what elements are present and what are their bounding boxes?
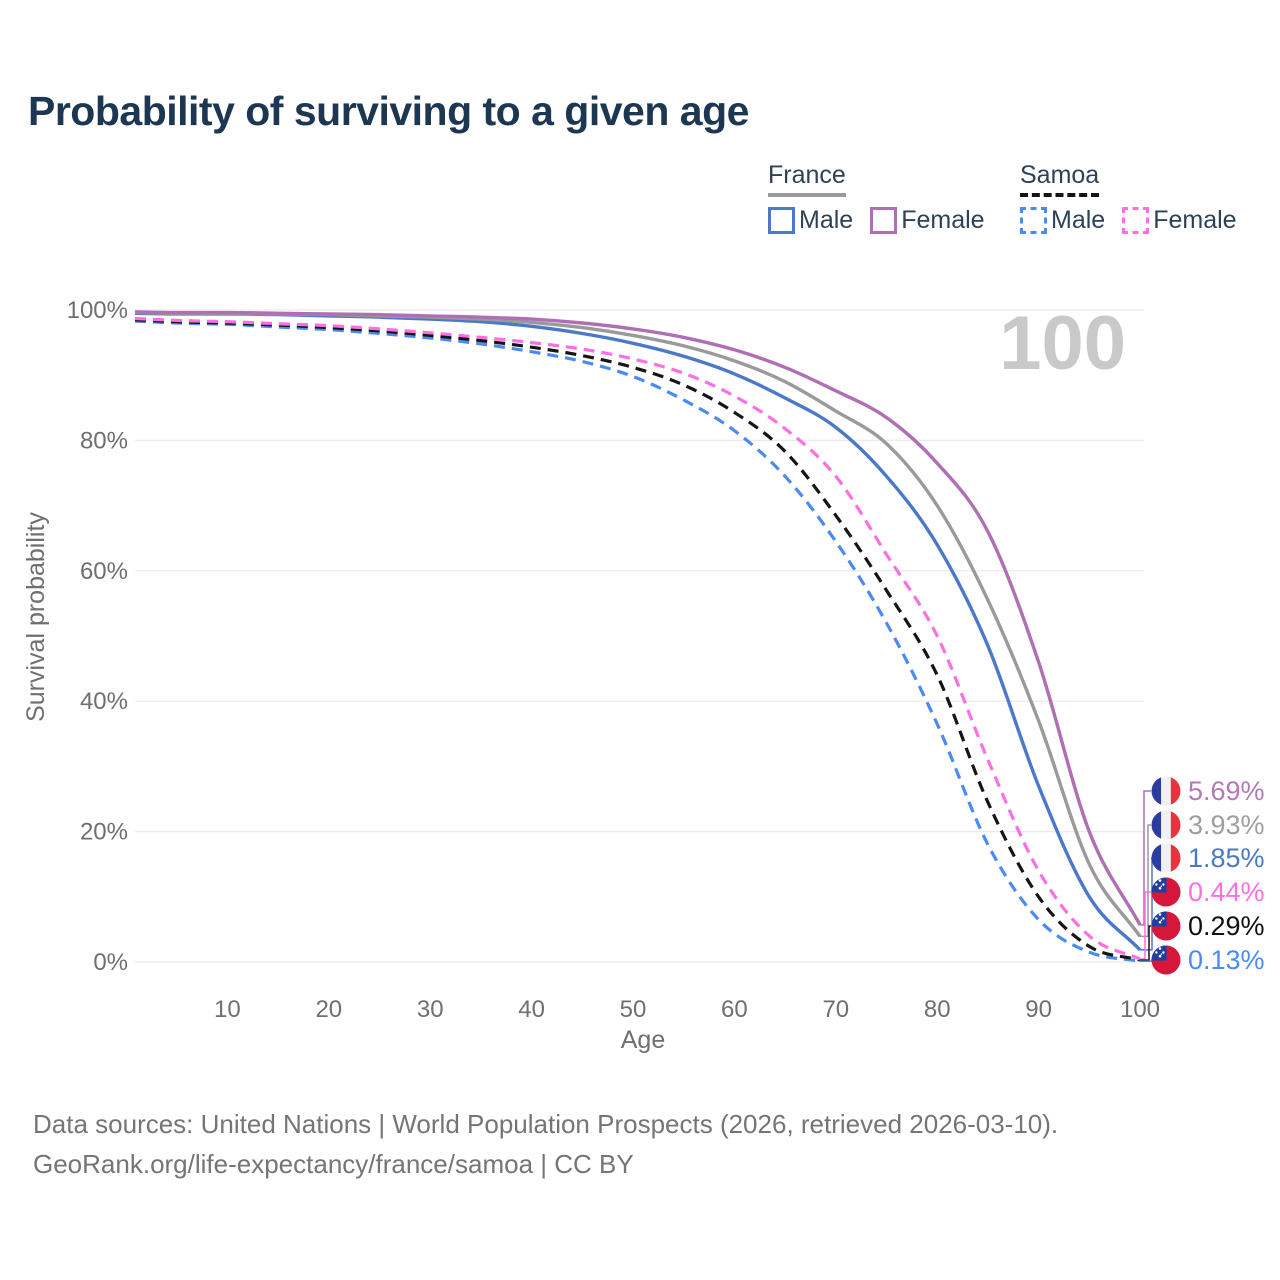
end-value-label-samoa-total: 0.29% bbox=[1188, 911, 1265, 941]
flag-star bbox=[1155, 951, 1158, 954]
flag-stripe-white bbox=[1161, 843, 1171, 873]
samoa-flag-icon bbox=[1151, 911, 1181, 941]
flag-star bbox=[1158, 947, 1162, 950]
series-line-samoa-male[interactable] bbox=[134, 319, 1141, 963]
flag-star bbox=[1155, 917, 1158, 920]
flag-star bbox=[1158, 886, 1162, 890]
flag-star bbox=[1158, 954, 1162, 958]
y-tick-label: 100% bbox=[67, 297, 128, 324]
x-tick-label: 40 bbox=[518, 996, 545, 1023]
end-value-label-france-total: 3.93% bbox=[1188, 810, 1265, 840]
legend-item-label: Female bbox=[1153, 206, 1237, 234]
flag-stripe-blue bbox=[1151, 810, 1162, 840]
y-tick-label: 20% bbox=[80, 819, 128, 846]
legend-item-france-female[interactable]: Female bbox=[870, 206, 985, 235]
series-line-france-total[interactable] bbox=[134, 310, 1142, 938]
x-tick-label: 50 bbox=[620, 996, 647, 1023]
y-tick-label: 80% bbox=[80, 427, 128, 454]
x-tick-label: 30 bbox=[417, 996, 444, 1023]
series-line-france-female[interactable] bbox=[134, 310, 1142, 926]
flag-stripe-white bbox=[1161, 776, 1171, 806]
x-tick-label: 80 bbox=[924, 996, 951, 1023]
x-tick-label: 100 bbox=[1120, 996, 1160, 1023]
y-tick-label: 0% bbox=[93, 949, 128, 976]
flag-star bbox=[1158, 920, 1162, 924]
flag-star bbox=[1162, 917, 1165, 920]
chart-legend: France Male Female Samoa Male Female bbox=[768, 161, 1272, 235]
flag-stripe-white bbox=[1161, 810, 1171, 840]
y-tick-label: 60% bbox=[80, 558, 128, 585]
legend-group-samoa: Samoa Male Female bbox=[1020, 161, 1272, 235]
x-tick-label: 10 bbox=[214, 996, 241, 1023]
series-line-samoa-female[interactable] bbox=[134, 316, 1141, 961]
y-axis-title: Survival probability bbox=[22, 512, 50, 722]
flag-star bbox=[1162, 951, 1165, 954]
axis-max-watermark: 100 bbox=[999, 301, 1126, 386]
flag-star bbox=[1155, 883, 1158, 886]
y-tick-label: 40% bbox=[80, 688, 128, 715]
end-connector-france-total bbox=[1140, 824, 1151, 938]
legend-item-samoa-male[interactable]: Male bbox=[1020, 206, 1105, 235]
x-axis-title: Age bbox=[621, 1026, 665, 1054]
legend-swatch-samoa-male bbox=[1020, 207, 1047, 234]
flag-star bbox=[1158, 913, 1162, 916]
end-value-label-france-male: 1.85% bbox=[1188, 843, 1265, 873]
flag-stripe-red bbox=[1170, 843, 1181, 873]
x-tick-label: 20 bbox=[315, 996, 342, 1023]
flag-stripe-red bbox=[1170, 810, 1181, 840]
legend-swatch-france-male bbox=[768, 207, 795, 234]
legend-items-samoa: Male Female bbox=[1020, 206, 1272, 235]
x-tick-label: 60 bbox=[721, 996, 748, 1023]
chart-footer: Data sources: United Nations | World Pop… bbox=[33, 1104, 1058, 1184]
flag-stripe-red bbox=[1170, 776, 1181, 806]
flag-star bbox=[1160, 919, 1163, 921]
end-connector-samoa-female bbox=[1140, 891, 1151, 960]
legend-item-france-male[interactable]: Male bbox=[768, 206, 853, 235]
france-flag-icon bbox=[1151, 810, 1181, 840]
legend-item-samoa-female[interactable]: Female bbox=[1122, 206, 1237, 235]
samoa-flag-icon bbox=[1151, 877, 1181, 907]
legend-group-france: France Male Female bbox=[768, 161, 1020, 235]
legend-group-label-samoa[interactable]: Samoa bbox=[1020, 161, 1100, 197]
flag-star bbox=[1160, 885, 1163, 887]
flag-star bbox=[1162, 883, 1165, 886]
attribution-text: GeoRank.org/life-expectancy/france/samoa… bbox=[33, 1149, 634, 1179]
series-line-france-male[interactable] bbox=[134, 311, 1142, 952]
page-title: Probability of surviving to a given age bbox=[28, 88, 749, 134]
data-source-text: Data sources: United Nations | World Pop… bbox=[33, 1109, 1059, 1139]
end-value-label-samoa-male: 0.13% bbox=[1188, 945, 1265, 975]
legend-item-label: Male bbox=[1051, 206, 1106, 234]
samoa-flag-icon bbox=[1151, 945, 1181, 975]
series-line-samoa-total[interactable] bbox=[134, 318, 1141, 962]
legend-item-label: Male bbox=[799, 206, 854, 234]
france-flag-icon bbox=[1151, 843, 1181, 873]
france-flag-icon bbox=[1151, 776, 1181, 806]
legend-items-france: Male Female bbox=[768, 206, 1020, 235]
x-tick-label: 70 bbox=[822, 996, 849, 1023]
legend-item-label: Female bbox=[901, 206, 985, 234]
end-value-label-france-female: 5.69% bbox=[1188, 776, 1265, 806]
flag-star bbox=[1160, 953, 1163, 955]
end-value-label-samoa-female: 0.44% bbox=[1188, 877, 1265, 907]
flag-stripe-blue bbox=[1151, 843, 1162, 873]
flag-star bbox=[1158, 879, 1162, 882]
legend-group-label-france[interactable]: France bbox=[768, 161, 846, 197]
legend-swatch-samoa-female bbox=[1122, 207, 1150, 234]
x-tick-label: 90 bbox=[1025, 996, 1052, 1023]
flag-stripe-blue bbox=[1151, 776, 1162, 806]
end-connector-france-female bbox=[1140, 790, 1151, 926]
legend-swatch-france-female bbox=[870, 207, 898, 234]
end-connector-samoa-total bbox=[1140, 925, 1151, 961]
